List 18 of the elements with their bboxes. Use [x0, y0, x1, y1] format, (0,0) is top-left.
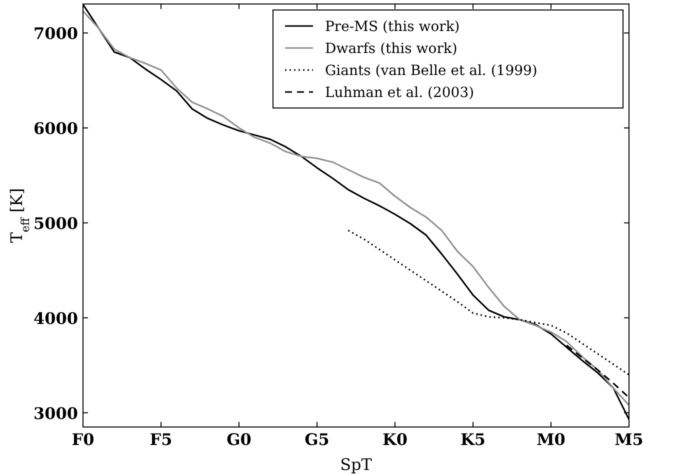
- y-tick-label: 5000: [33, 214, 78, 233]
- x-tick-label: G5: [304, 430, 330, 449]
- x-tick-label: K0: [382, 430, 408, 449]
- legend-label: Dwarfs (this work): [325, 41, 458, 57]
- legend-label: Luhman et al. (2003): [325, 85, 474, 101]
- x-tick-label: F0: [72, 430, 94, 449]
- legend-label: Giants (van Belle et al. (1999): [325, 63, 538, 79]
- legend-label: Pre-MS (this work): [325, 19, 460, 35]
- x-tick-label: M0: [536, 430, 566, 449]
- x-tick-label: M5: [614, 430, 644, 449]
- x-tick-label: K5: [460, 430, 486, 449]
- y-tick-label: 7000: [33, 24, 78, 43]
- y-tick-label: 4000: [33, 308, 78, 328]
- y-tick-label: 3000: [33, 404, 78, 423]
- x-tick-label: G0: [226, 430, 252, 449]
- x-axis-title: SpT: [340, 455, 372, 474]
- x-tick-label: F5: [150, 430, 172, 449]
- y-tick-label: 6000: [33, 118, 78, 138]
